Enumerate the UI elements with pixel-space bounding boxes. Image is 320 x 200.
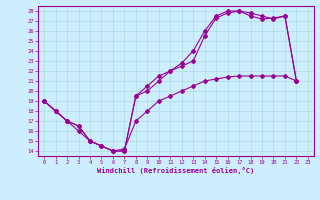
X-axis label: Windchill (Refroidissement éolien,°C): Windchill (Refroidissement éolien,°C)	[97, 167, 255, 174]
